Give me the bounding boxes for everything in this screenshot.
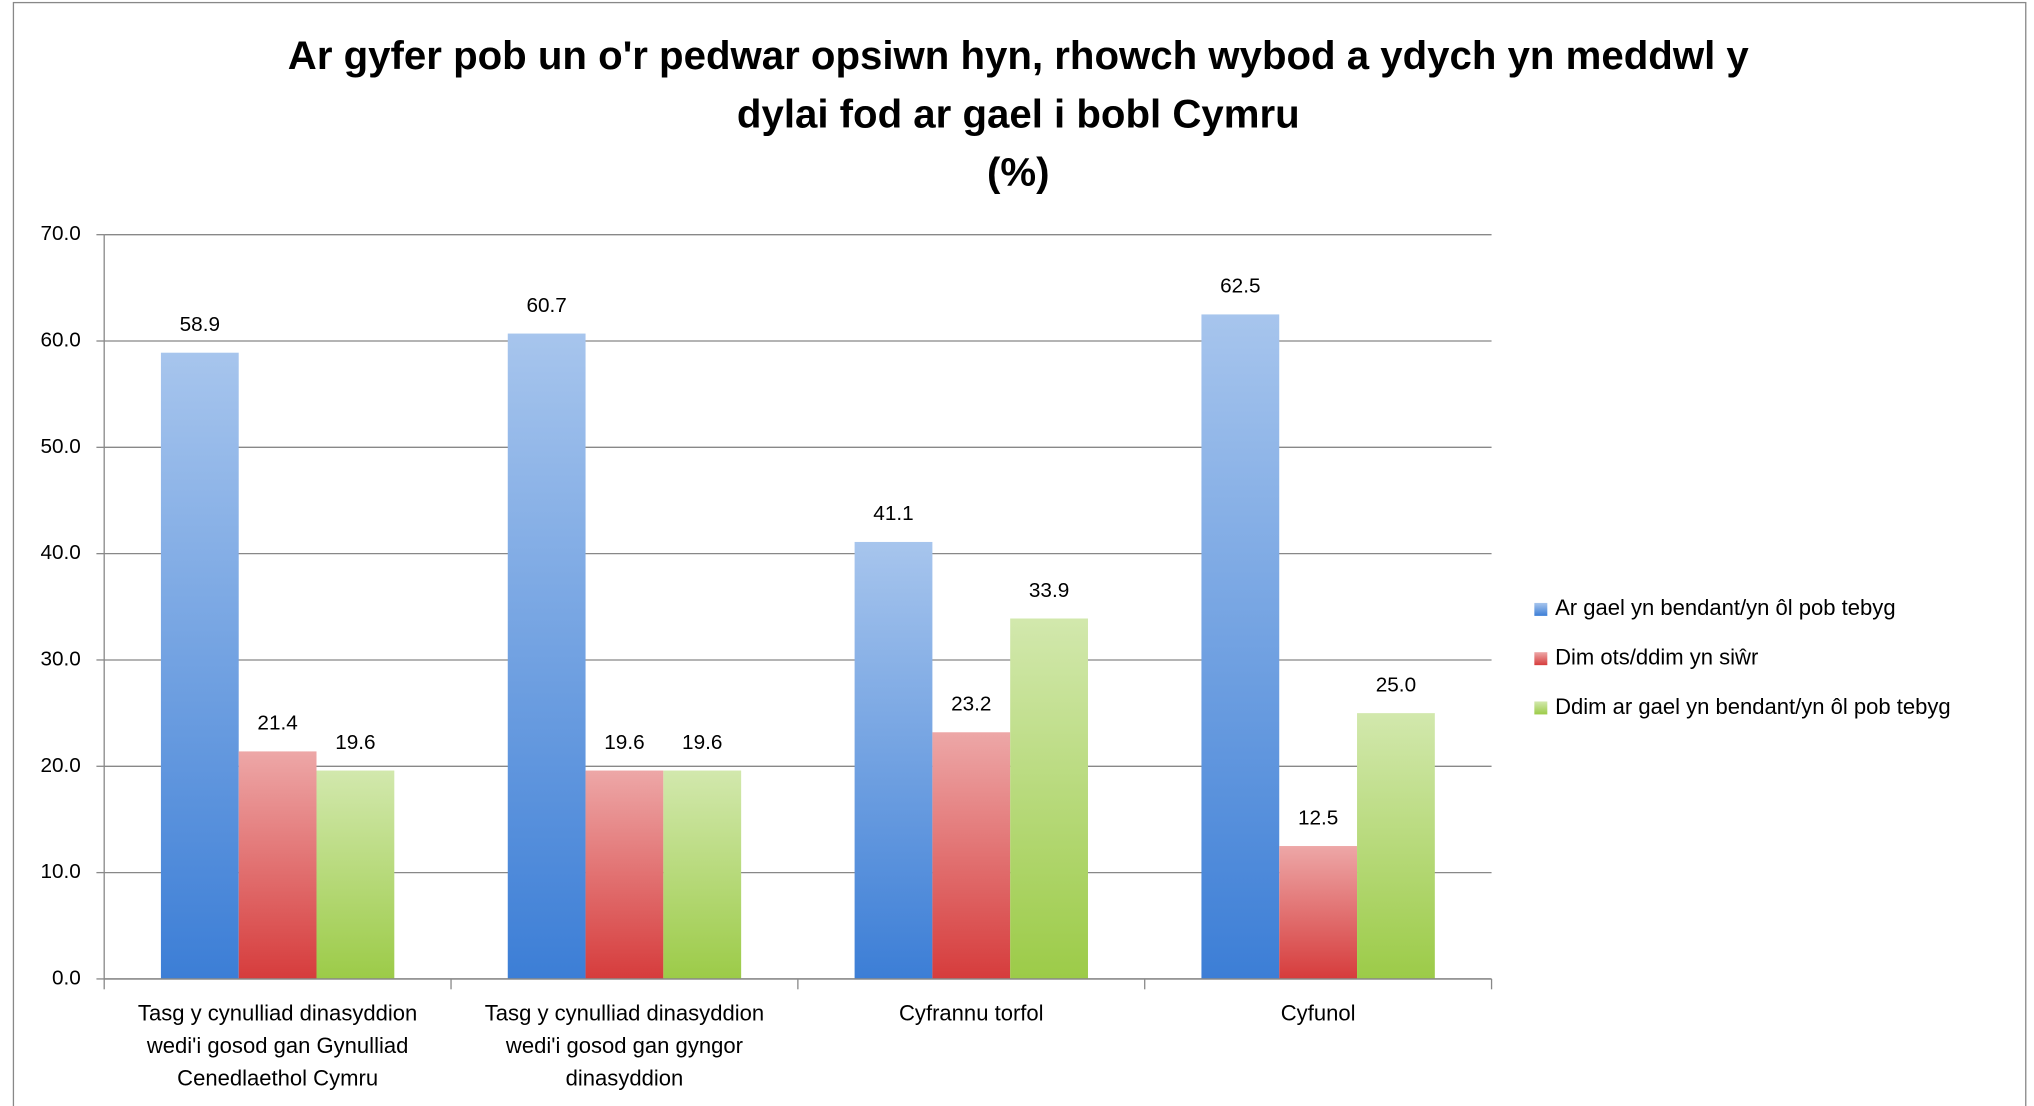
x-tick-label: Tasg y cynulliad dinasyddion wedi'i goso… xyxy=(484,1000,765,1091)
y-tick-label: 60.0 xyxy=(40,328,80,351)
legend-label: Ar gael yn bendant/yn ôl pob tebyg xyxy=(1555,595,1896,620)
bar xyxy=(854,541,933,979)
bar xyxy=(160,352,239,979)
x-tick-label-box: Tasg y cynulliad dinasyddion wedi'i goso… xyxy=(137,1000,418,1091)
data-label: 19.6 xyxy=(335,731,375,754)
data-label: 12.5 xyxy=(1298,806,1338,829)
bar xyxy=(238,751,317,979)
bar xyxy=(1279,846,1358,979)
x-tick-label-box: Tasg y cynulliad dinasyddion wedi'i goso… xyxy=(484,1000,765,1091)
bar xyxy=(585,770,664,979)
chart-title: Ar gyfer pob un o'r pedwar opsiwn hyn, r… xyxy=(288,33,1750,78)
x-tick-label: Cyfunol xyxy=(1280,1000,1356,1026)
x-tick-label: Tasg y cynulliad dinasyddion wedi'i goso… xyxy=(137,1000,418,1091)
y-tick-label: 40.0 xyxy=(40,541,80,564)
y-tick-label: 20.0 xyxy=(40,754,80,777)
legend-swatch xyxy=(1534,701,1548,715)
y-tick-label: 50.0 xyxy=(40,435,80,458)
data-label: 23.2 xyxy=(951,693,991,716)
x-tick-label-box: Cyfrannu torfol xyxy=(899,1000,1044,1026)
data-label: 41.1 xyxy=(873,502,913,525)
y-tick-label: 70.0 xyxy=(40,222,80,245)
bar xyxy=(663,770,742,979)
y-tick-label: 10.0 xyxy=(40,860,80,883)
data-label: 25.0 xyxy=(1376,673,1416,696)
legend-label: Dim ots/ddim yn siŵr xyxy=(1555,645,1758,670)
legend-label: Ddim ar gael yn bendant/yn ôl pob tebyg xyxy=(1555,694,1951,719)
bar xyxy=(507,333,586,979)
x-tick-label: Cyfrannu torfol xyxy=(899,1000,1044,1026)
bar xyxy=(316,770,395,979)
data-label: 19.6 xyxy=(682,731,722,754)
data-label: 19.6 xyxy=(604,731,644,754)
bar xyxy=(1201,314,1280,979)
y-tick-label: 0.0 xyxy=(52,966,81,989)
y-tick-label: 30.0 xyxy=(40,647,80,670)
bar xyxy=(1010,618,1088,979)
data-label: 62.5 xyxy=(1220,275,1260,298)
bar xyxy=(932,732,1011,979)
data-label: 33.9 xyxy=(1029,579,1069,602)
x-tick-label-box: Cyfunol xyxy=(1280,1000,1356,1026)
legend-swatch xyxy=(1534,652,1548,666)
chart-title: dylai fod ar gael i bobl Cymru xyxy=(737,91,1300,136)
data-label: 21.4 xyxy=(257,712,297,735)
bar xyxy=(1357,713,1435,979)
chart-title: (%) xyxy=(987,150,1050,195)
data-label: 60.7 xyxy=(526,294,566,317)
legend-swatch xyxy=(1534,602,1548,616)
data-label: 58.9 xyxy=(180,313,220,336)
